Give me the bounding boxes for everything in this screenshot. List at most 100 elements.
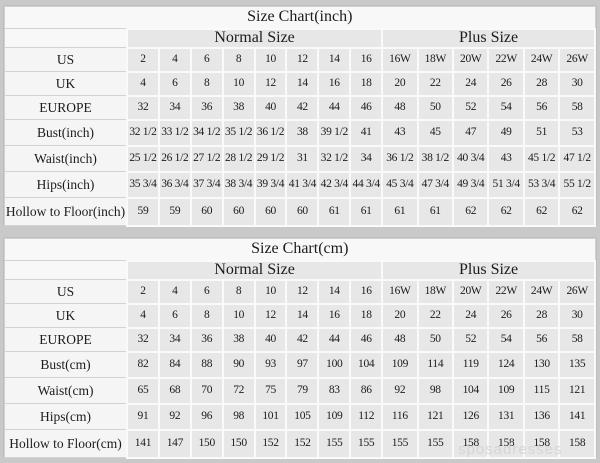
size-cell: 44: [317, 326, 352, 353]
section-header-row: Normal Size Plus Size: [4, 259, 596, 281]
row-label: Waist(inch): [4, 145, 128, 172]
size-cell: 4: [157, 46, 192, 73]
size-cell: 47 1/2: [558, 144, 596, 173]
size-cell: 60: [253, 196, 288, 227]
size-cell: 32 1/2: [126, 118, 160, 147]
size-cell: 82: [126, 350, 160, 379]
size-cell: 35 1/2: [221, 118, 256, 147]
size-cell: 97: [285, 350, 320, 379]
size-cell: 42 3/4: [317, 170, 352, 199]
title-row: Size Chart(cm): [4, 238, 596, 261]
size-cell: 6: [189, 278, 224, 305]
size-cell: 12: [285, 46, 320, 73]
size-cell: 33 1/2: [157, 118, 192, 147]
size-chart-inch-panel: Size Chart(inch) Normal Size Plus Size US 2 4…: [3, 5, 597, 227]
size-cell: 44: [317, 94, 352, 121]
size-cell: 121: [558, 376, 596, 405]
size-cell: 109: [381, 350, 419, 379]
size-cell: 38: [221, 326, 256, 353]
size-cell: 18: [349, 70, 384, 97]
table-row: UK 4 6 8 10 12 14 16 18 20 22 24 26 28 30: [4, 70, 596, 97]
size-cell: 59: [126, 196, 160, 227]
size-cell: 24: [452, 302, 490, 329]
row-label: Hollow to Floor(inch): [4, 197, 128, 226]
size-cell: 30: [558, 302, 596, 329]
size-cell: 100: [317, 350, 352, 379]
size-cell: 49 3/4: [452, 170, 490, 199]
size-cell: 35 3/4: [126, 170, 160, 199]
size-cell: 24W: [522, 46, 561, 73]
size-cell: 60: [189, 196, 224, 227]
size-cell: 6: [157, 70, 192, 97]
size-cell: 42: [285, 326, 320, 353]
size-cell: 79: [285, 376, 320, 405]
size-cell: 56: [522, 326, 561, 353]
size-cell: 26W: [558, 46, 596, 73]
size-cell: 28 1/2: [221, 144, 256, 173]
row-label: EUROPE: [4, 327, 128, 352]
size-cell: 104: [452, 376, 490, 405]
size-cell: 112: [349, 402, 384, 431]
size-cell: 14: [285, 70, 320, 97]
size-cell: 109: [487, 376, 525, 405]
size-cell: 90: [221, 350, 256, 379]
size-cell: 26: [487, 70, 525, 97]
size-cell: 22W: [487, 278, 525, 305]
size-cell: 32: [126, 94, 160, 121]
size-cell: 39 1/2: [317, 118, 352, 147]
size-cell: 155: [317, 428, 352, 459]
size-cell: 6: [157, 302, 192, 329]
size-cell: 88: [189, 350, 224, 379]
size-cell: 75: [253, 376, 288, 405]
size-cell: 70: [189, 376, 224, 405]
size-cell: 2: [126, 46, 160, 73]
corner-cell: [4, 260, 128, 280]
size-cell: 54: [487, 94, 525, 121]
size-cell: 36: [189, 326, 224, 353]
size-chart-cm-panel: Size Chart(cm) Normal Size Plus Size US 2 4 6 8…: [3, 237, 597, 459]
size-cell: 20: [381, 302, 419, 329]
size-cell: 36 1/2: [253, 118, 288, 147]
size-cell: 16: [317, 302, 352, 329]
size-cell: 47: [452, 118, 490, 147]
size-cell: 48: [381, 326, 419, 353]
size-cell: 26: [487, 302, 525, 329]
size-cell: 115: [522, 376, 561, 405]
size-cell: 72: [221, 376, 256, 405]
size-cell: 10: [253, 278, 288, 305]
size-cell: 45 1/2: [522, 144, 561, 173]
row-label: Bust(cm): [4, 351, 128, 378]
size-cell: 25 1/2: [126, 144, 160, 173]
size-cell: 18W: [416, 46, 455, 73]
size-cell: 8: [189, 302, 224, 329]
size-cell: 141: [558, 402, 596, 431]
size-cell: 62: [487, 196, 525, 227]
row-label: EUROPE: [4, 95, 128, 120]
size-cell: 155: [416, 428, 455, 459]
table-row: Hips(cm) 91 92 96 98 101 105 109 112 116 121 126 131…: [4, 402, 596, 431]
size-cell: 28: [522, 70, 561, 97]
size-cell: 56: [522, 94, 561, 121]
size-cell: 4: [157, 278, 192, 305]
size-chart-cm-table: Size Chart(cm) Normal Size Plus Size US 2 4 6 8…: [4, 238, 596, 459]
size-cell: 45 3/4: [381, 170, 419, 199]
size-cell: 52: [452, 94, 490, 121]
row-label: Waist(cm): [4, 377, 128, 404]
size-cell: 10: [221, 70, 256, 97]
size-cell: 92: [157, 402, 192, 431]
size-cell: 52: [452, 326, 490, 353]
size-cell: 43: [381, 118, 419, 147]
size-cell: 47 3/4: [416, 170, 455, 199]
size-cell: 43: [487, 144, 525, 173]
size-cell: 10: [253, 46, 288, 73]
table-title: Size Chart(cm): [4, 238, 596, 261]
table-row: Hips(inch) 35 3/4 36 3/4 37 3/4 38 3/4 39 3/4…: [4, 170, 596, 199]
size-cell: 104: [349, 350, 384, 379]
size-cell: 34: [157, 326, 192, 353]
size-cell: 36 3/4: [157, 170, 192, 199]
size-cell: 16W: [381, 278, 419, 305]
normal-size-header: Normal Size: [126, 27, 384, 49]
size-cell: 38 3/4: [221, 170, 256, 199]
size-cell: 40 3/4: [452, 144, 490, 173]
table-row: EUROPE 32 34 36 38 40 42 44 46 48 50 52 54 56 58: [4, 94, 596, 121]
